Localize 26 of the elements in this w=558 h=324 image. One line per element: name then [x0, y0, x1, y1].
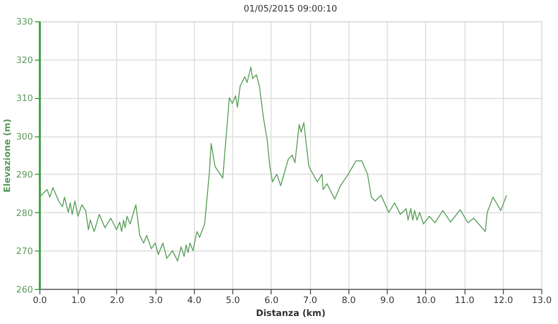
x-tick-label: 5.0: [226, 296, 240, 306]
x-tick-label: 8.0: [342, 296, 356, 306]
x-tick-label: 11.0: [454, 296, 475, 306]
x-tick-label: 12.0: [493, 296, 514, 306]
x-tick-label: 4.0: [187, 296, 202, 306]
y-tick-label: 320: [16, 56, 34, 66]
y-tick-label: 300: [16, 132, 34, 142]
y-tick-label: 270: [16, 247, 34, 258]
y-tick-label: 280: [16, 208, 34, 219]
x-tick-label: 9.0: [380, 296, 395, 306]
chart-title: 01/05/2015 09:00:10: [244, 4, 338, 14]
x-tick-label: 10.0: [416, 296, 436, 306]
x-axis-title: Distanza (km): [256, 309, 326, 319]
y-tick-label: 310: [16, 94, 34, 104]
y-axis-title: Elevazione (m): [3, 118, 14, 192]
x-tick-label: 6.0: [264, 296, 279, 306]
x-tick-label: 1.0: [71, 296, 86, 306]
x-tick-label: 13.0: [532, 296, 552, 306]
y-tick-label: 290: [16, 170, 34, 181]
y-tick-label: 330: [16, 18, 34, 28]
x-tick-label: 2.0: [110, 296, 124, 306]
y-tick-label: 260: [16, 285, 34, 296]
x-tick-label: 3.0: [148, 296, 164, 306]
line-series: [39, 66, 508, 262]
x-tick-label: 7.0: [303, 296, 318, 306]
x-tick-label: 0.0: [32, 296, 48, 306]
